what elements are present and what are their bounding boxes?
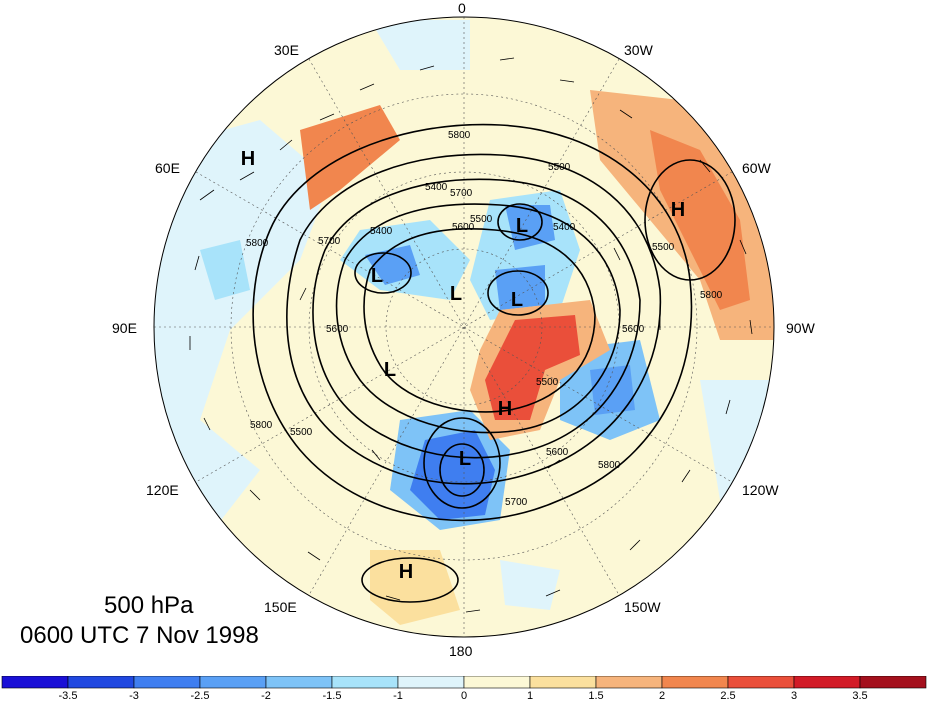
height-contours xyxy=(252,123,736,603)
map-boundary xyxy=(153,16,775,638)
anomaly-area-south xyxy=(500,560,560,610)
pressure-centers: H H H H L L L L L L xyxy=(241,148,685,583)
anomaly-core-high-east xyxy=(650,130,750,310)
high-1-label: H xyxy=(241,148,255,170)
colorbar-tick-label: 1.5 xyxy=(588,690,604,702)
colorbar-tick-label: -1.5 xyxy=(322,690,342,702)
anomaly-area-west-b xyxy=(200,240,250,300)
anomaly-area-north xyxy=(370,20,470,70)
contour-label: 5400 xyxy=(553,222,576,233)
colorbar-swatch xyxy=(67,676,135,689)
lon-label-90w: 90W xyxy=(786,320,815,336)
colorbar xyxy=(1,676,927,689)
contour-label: 5700 xyxy=(505,497,528,508)
colorbar-swatch xyxy=(529,676,597,689)
contour-label: 5700 xyxy=(318,236,341,247)
contour-label: 5600 xyxy=(546,447,569,458)
high-2-label: H xyxy=(671,199,685,221)
contour-label: 5500 xyxy=(652,242,675,253)
colorbar-swatch xyxy=(595,676,663,689)
lon-label-120e: 120E xyxy=(146,482,179,498)
colorbar-swatch xyxy=(463,676,531,689)
wind-barbs xyxy=(189,57,753,613)
colorbar-tick-label: 1 xyxy=(526,690,534,702)
lon-label-30e: 30E xyxy=(274,42,299,58)
colorbar-tick-label: 3 xyxy=(790,690,798,702)
lon-label-0: 0 xyxy=(458,0,466,16)
contour-label: 5800 xyxy=(700,290,723,301)
contour-label: 5600 xyxy=(326,324,349,335)
lon-label-30w: 30W xyxy=(624,42,653,58)
anomaly-core-low5 xyxy=(590,365,635,415)
colorbar-tick-label: -1 xyxy=(393,690,403,702)
lon-label-150e: 150E xyxy=(264,599,297,615)
lon-label-120w: 120W xyxy=(742,482,779,498)
colorbar-tick-label: -3 xyxy=(129,690,139,702)
colorbar-swatch xyxy=(859,676,927,689)
anomaly-area-west xyxy=(154,120,330,560)
colorbar-swatch xyxy=(397,676,465,689)
colorbar-swatch xyxy=(133,676,201,689)
anomaly-core-low3 xyxy=(495,265,545,310)
contour-label: 5600 xyxy=(452,222,475,233)
contour-label: 5600 xyxy=(622,324,645,335)
contour-label: 5800 xyxy=(246,238,269,249)
contour-label: 5500 xyxy=(536,377,559,388)
colorbar-tick-label: -2 xyxy=(261,690,271,702)
anomaly-core-high-center xyxy=(485,315,580,420)
high-4-label: H xyxy=(399,561,413,583)
lon-label-150w: 150W xyxy=(624,599,661,615)
colorbar-swatch xyxy=(331,676,399,689)
colorbar-tick-label: 2.5 xyxy=(720,690,736,702)
low-4-label: L xyxy=(384,359,396,381)
lon-label-60w: 60W xyxy=(742,160,771,176)
colorbar-swatch xyxy=(661,676,729,689)
map-disc xyxy=(154,17,774,637)
anomaly-core-low2 xyxy=(505,205,555,250)
colorbar-swatch xyxy=(793,676,861,689)
contour-label: 5500 xyxy=(548,162,571,173)
contour-label: 5500 xyxy=(470,214,493,225)
colorbar-tick-label: 3.5 xyxy=(852,690,868,702)
pressure-level-title: 500 hPa xyxy=(104,592,194,619)
contour-label: 5500 xyxy=(290,427,313,438)
colorbar-swatch xyxy=(199,676,267,689)
low-5-label: L xyxy=(459,448,471,470)
valid-time-title: 0600 UTC 7 Nov 1998 xyxy=(20,622,259,649)
lon-label-180: 180 xyxy=(449,643,473,659)
lon-label-60e: 60E xyxy=(155,160,180,176)
contour-label: 5800 xyxy=(598,460,621,471)
contour-labels: 5800 5700 5600 5500 5400 5800 5700 5600 … xyxy=(246,130,723,508)
colorbar-tick-label: 2 xyxy=(658,690,666,702)
low-6-label: L xyxy=(516,215,528,237)
low-3-label: L xyxy=(511,289,523,311)
colorbar-swatch xyxy=(727,676,795,689)
colorbar-swatch xyxy=(265,676,333,689)
colorbar-tick-label: -2.5 xyxy=(190,690,210,702)
low-2-label: L xyxy=(450,283,462,305)
anomaly-area-high-south xyxy=(370,550,460,625)
lon-label-90e: 90E xyxy=(112,320,137,336)
contour-label: 5800 xyxy=(250,420,273,431)
colorbar-swatch xyxy=(1,676,69,689)
contour-label: 5400 xyxy=(370,226,393,237)
anomaly-area-northwest xyxy=(300,105,400,210)
contour-label: 5700 xyxy=(450,188,473,199)
contour-label: 5800 xyxy=(448,130,471,141)
contour-label: 5400 xyxy=(425,182,448,193)
colorbar-tick-label: 0 xyxy=(460,690,468,702)
low-1-label: L xyxy=(371,265,383,287)
high-3-label: H xyxy=(498,398,512,420)
colorbar-tick-label: -3.5 xyxy=(58,690,78,702)
